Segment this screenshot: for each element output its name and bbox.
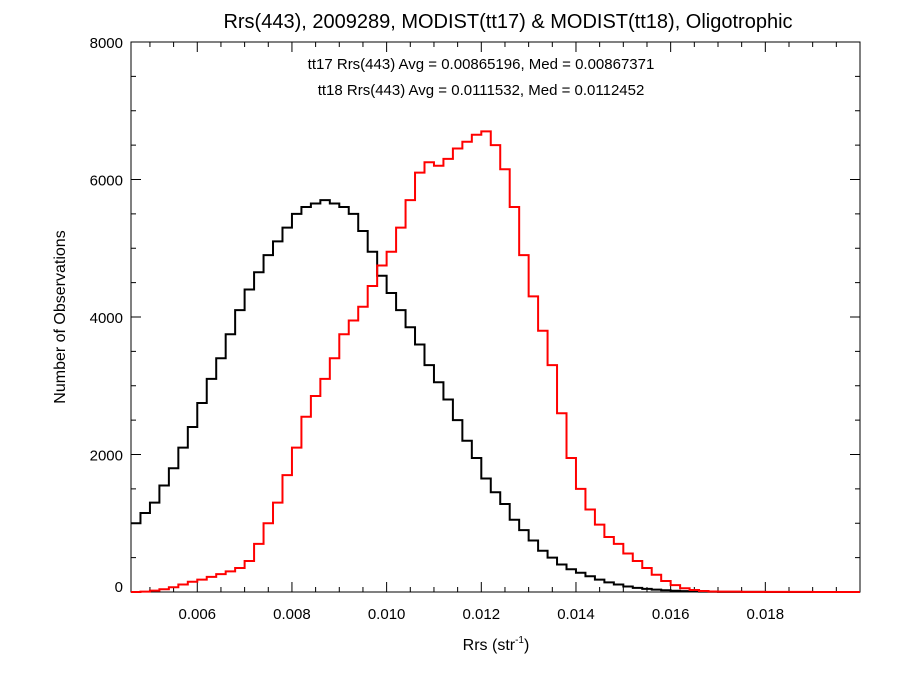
axis-ticks: 0.006 0.008 0.010 0.012 0.014 0.016 0.018 0 2000… [90, 35, 860, 623]
series-tt18-line [131, 130, 860, 593]
x-axis-label-close: ) [524, 637, 529, 654]
series-layer [131, 130, 860, 593]
y-tick-label: 2000 [90, 448, 123, 465]
x-tick-label: 0.016 [652, 606, 690, 623]
plot-frame [130, 41, 861, 593]
x-tick-label: 0.014 [557, 606, 595, 623]
series-tt17-line [131, 199, 860, 593]
x-tick-label: 0.008 [273, 606, 311, 623]
x-axis-label-sup: -1 [515, 635, 524, 646]
y-tick-label: 4000 [90, 310, 123, 327]
y-axis-label: Number of Observations [52, 230, 69, 403]
chart-title: Rrs(443), 2009289, MODIST(tt17) & MODIST… [223, 11, 792, 33]
x-tick-label: 0.010 [368, 606, 406, 623]
x-tick-label: 0.018 [747, 606, 785, 623]
x-tick-label: 0.006 [178, 606, 216, 623]
x-axis-label: Rrs (str-1) [463, 635, 530, 654]
x-tick-label: 0.012 [463, 606, 501, 623]
annotation-tt17: tt17 Rrs(443) Avg = 0.00865196, Med = 0.… [308, 56, 655, 73]
annotation-tt18: tt18 Rrs(443) Avg = 0.0111532, Med = 0.0… [318, 82, 645, 99]
y-tick-label: 8000 [90, 35, 123, 52]
y-tick-label: 6000 [90, 173, 123, 190]
x-axis-label-main: Rrs (str [463, 637, 516, 654]
y-tick-label: 0 [115, 579, 123, 596]
